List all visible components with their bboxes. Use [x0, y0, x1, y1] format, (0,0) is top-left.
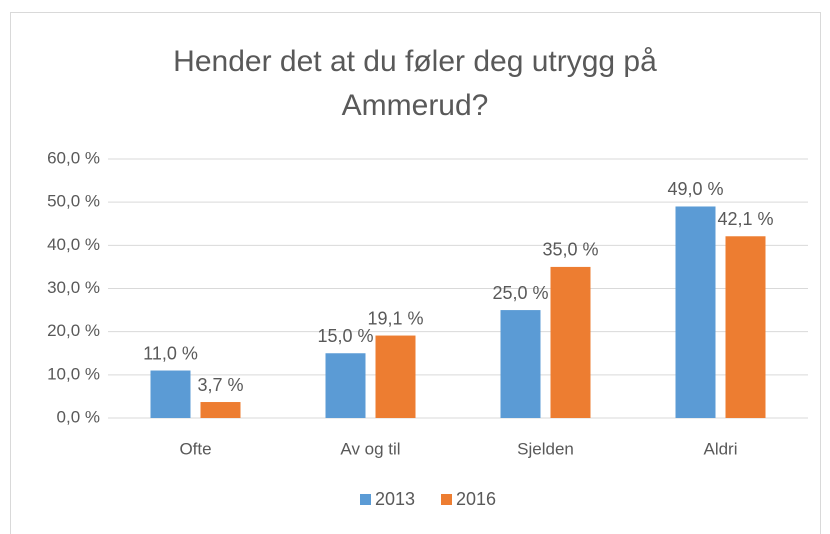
bar — [200, 402, 241, 418]
data-label: 25,0 % — [492, 283, 548, 303]
data-label: 19,1 % — [367, 308, 423, 328]
chart-title: Hender det at du føler deg utrygg på Amm… — [173, 45, 657, 122]
bar — [375, 335, 416, 418]
bar — [325, 353, 366, 418]
x-tick-label: Av og til — [340, 439, 400, 458]
y-tick-label: 40,0 % — [47, 235, 100, 254]
bar — [550, 266, 591, 418]
bar — [500, 310, 541, 418]
bar — [725, 236, 766, 418]
y-tick-label: 20,0 % — [47, 321, 100, 340]
y-tick-label: 10,0 % — [47, 364, 100, 383]
data-label: 3,7 % — [197, 375, 243, 395]
y-tick-label: 0,0 % — [57, 407, 100, 426]
data-label: 15,0 % — [317, 326, 373, 346]
data-label: 49,0 % — [667, 179, 723, 199]
legend-swatch — [360, 494, 371, 505]
data-label: 42,1 % — [717, 209, 773, 229]
x-tick-label: Aldri — [703, 439, 737, 458]
bar — [675, 206, 716, 418]
legend-label: 2013 — [375, 489, 415, 509]
chart-border — [10, 12, 821, 534]
x-tick-label: Ofte — [179, 439, 211, 458]
x-tick-label: Sjelden — [517, 439, 574, 458]
data-label: 35,0 % — [542, 240, 598, 260]
legend-label: 2016 — [456, 489, 496, 509]
y-tick-label: 50,0 % — [47, 192, 100, 211]
bar — [150, 370, 191, 418]
y-tick-label: 60,0 % — [47, 148, 100, 167]
data-label: 11,0 % — [143, 343, 198, 363]
y-tick-label: 30,0 % — [47, 278, 100, 297]
legend-swatch — [441, 494, 452, 505]
